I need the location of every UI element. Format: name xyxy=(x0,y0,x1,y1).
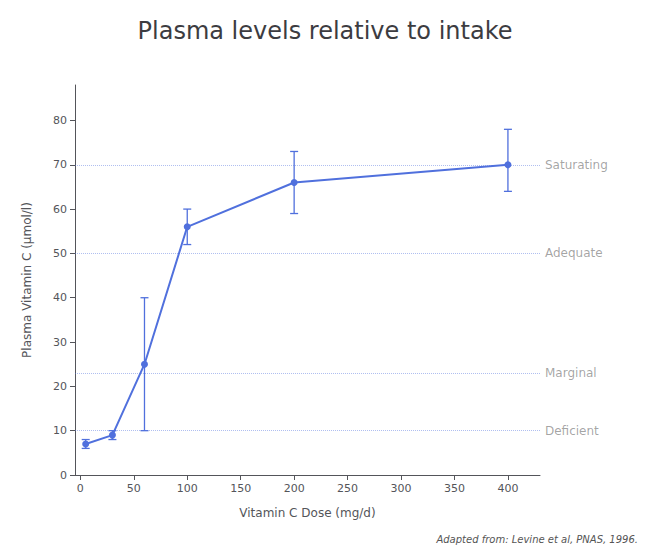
svg-text:Vitamin C Dose (mg/d): Vitamin C Dose (mg/d) xyxy=(239,506,375,520)
svg-text:Adapted from: Levine et al, PN: Adapted from: Levine et al, PNAS, 1996. xyxy=(435,534,638,545)
svg-text:Marginal: Marginal xyxy=(545,366,597,380)
svg-text:Adequate: Adequate xyxy=(545,246,603,260)
svg-text:20: 20 xyxy=(53,380,67,393)
svg-text:150: 150 xyxy=(230,482,251,495)
svg-text:250: 250 xyxy=(337,482,358,495)
svg-text:Plasma levels relative to inta: Plasma levels relative to intake xyxy=(138,17,513,45)
svg-text:50: 50 xyxy=(53,247,67,260)
svg-text:80: 80 xyxy=(53,114,67,127)
svg-text:40: 40 xyxy=(53,291,67,304)
svg-text:Saturating: Saturating xyxy=(545,158,608,172)
svg-text:0: 0 xyxy=(60,469,67,482)
svg-text:Deficient: Deficient xyxy=(545,424,599,438)
svg-text:0: 0 xyxy=(77,482,84,495)
svg-text:50: 50 xyxy=(127,482,141,495)
svg-text:60: 60 xyxy=(53,203,67,216)
svg-text:Plasma Vitamin C (μmol/l): Plasma Vitamin C (μmol/l) xyxy=(20,202,34,358)
svg-text:200: 200 xyxy=(284,482,305,495)
svg-text:400: 400 xyxy=(497,482,518,495)
svg-text:30: 30 xyxy=(53,336,67,349)
svg-text:10: 10 xyxy=(53,424,67,437)
svg-text:350: 350 xyxy=(444,482,465,495)
svg-text:300: 300 xyxy=(391,482,412,495)
svg-text:100: 100 xyxy=(177,482,198,495)
svg-text:70: 70 xyxy=(53,158,67,171)
